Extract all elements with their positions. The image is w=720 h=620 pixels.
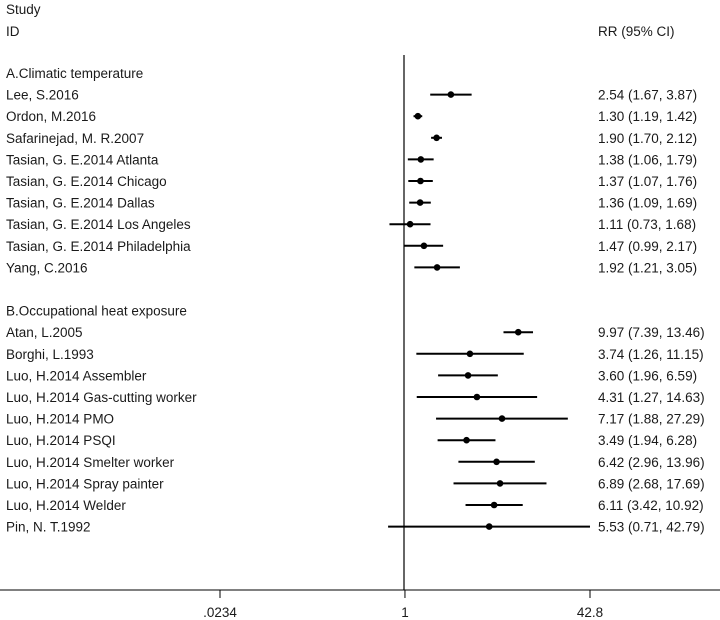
study-rows: A.Climatic temperature Lee, S.2016 2.54 (1… [6,66,705,535]
study-id: Ordon, M.2016 [6,109,96,124]
point-estimate [490,501,498,509]
rr-ci-value: 7.17 (1.88, 27.29) [598,412,705,427]
study-id: Borghi, L.1993 [6,347,94,362]
study-id: Luo, H.2014 Assembler [6,368,147,383]
point-estimate [464,372,472,379]
rr-ci-value: 3.74 (1.26, 11.15) [598,347,704,362]
rr-ci-value: 6.89 (2.68, 17.69) [598,476,705,491]
point-estimate [417,177,424,185]
group-title: B.Occupational heat exposure [6,304,187,319]
rr-ci-value: 5.53 (0.71, 42.79) [598,520,705,535]
rr-ci-value: 1.36 (1.09, 1.69) [598,196,697,211]
study-id: Luo, H.2014 Welder [6,498,126,513]
id-header: ID [6,24,20,39]
rr-ci-value: 6.42 (2.96, 13.96) [598,455,705,470]
study-id: Luo, H.2014 Spray painter [6,476,164,491]
point-estimate [416,199,424,206]
rr-ci-value: 9.97 (7.39, 13.46) [598,325,705,340]
study-id: Atan, L.2005 [6,325,83,340]
point-estimate [433,134,440,142]
rr-ci-value: 3.60 (1.96, 6.59) [598,368,697,383]
point-estimate [493,458,500,466]
point-estimate [496,480,504,487]
study-id: Tasian, G. E.2014 Los Angeles [6,217,191,232]
point-estimate [414,112,422,120]
study-id: Luo, H.2014 PMO [6,412,114,427]
x-tick-label: 42.8 [577,605,603,620]
group-title: A.Climatic temperature [6,66,143,81]
study-id: Yang, C.2016 [6,260,88,275]
rr-ci-value: 1.38 (1.06, 1.79) [598,152,697,167]
rr-ci-value: 4.31 (1.27, 14.63) [598,390,705,405]
point-estimate [433,264,441,271]
rr-ci-value: 3.49 (1.94, 6.28) [598,433,697,448]
study-id: Safarinejad, M. R.2007 [6,131,144,146]
point-estimate [514,328,522,336]
point-estimate [466,350,474,358]
point-estimate [420,242,428,250]
study-id: Pin, N. T.1992 [6,520,91,535]
study-id: Tasian, G. E.2014 Dallas [6,196,155,211]
rr-ci-value: 1.47 (0.99, 2.17) [598,239,697,254]
study-id: Luo, H.2014 Gas-cutting worker [6,390,197,405]
rr-ci-value: 2.54 (1.67, 3.87) [598,88,697,103]
study-id: Tasian, G. E.2014 Atlanta [6,152,159,167]
rr-ci-value: 1.30 (1.19, 1.42) [598,109,697,124]
study-id: Tasian, G. E.2014 Chicago [6,174,167,189]
point-estimate [463,436,470,444]
rr-ci-value: 1.90 (1.70, 2.12) [598,131,697,146]
point-estimate [417,156,425,163]
study-id: Lee, S.2016 [6,88,79,103]
x-ticks: .0234 1 42.8 [203,590,603,620]
point-estimate [485,523,493,530]
point-estimate [473,393,481,401]
study-id: Luo, H.2014 Smelter worker [6,455,175,470]
study-id: Tasian, G. E.2014 Philadelphia [6,239,191,254]
point-estimate [447,91,455,98]
study-id: Luo, H.2014 PSQI [6,433,116,448]
rr-ci-value: 1.37 (1.07, 1.76) [598,174,697,189]
rr-ci-header: RR (95% CI) [598,24,675,39]
x-tick-label: .0234 [203,605,237,620]
rr-ci-value: 1.11 (0.73, 1.68) [598,217,696,232]
point-estimate [406,220,414,228]
point-estimate [498,415,506,422]
rr-ci-value: 6.11 (3.42, 10.92) [598,498,704,513]
rr-ci-value: 1.92 (1.21, 3.05) [598,260,697,275]
x-tick-label: 1 [401,605,409,620]
study-header: Study [6,2,41,17]
